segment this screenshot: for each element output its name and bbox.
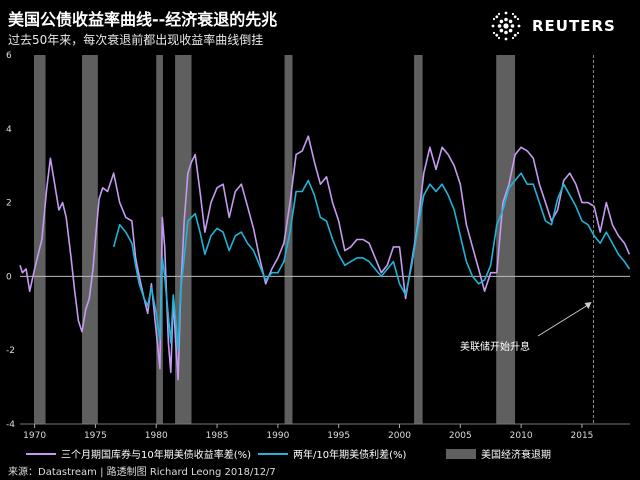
y-tick-label: -2: [6, 346, 15, 356]
y-tick-label: -4: [6, 420, 15, 430]
x-tick-label: 1975: [84, 431, 107, 441]
chart-axes: -4 -2 0 2 4 6 1970 1975 1980 1985 1990 1995 2000 2005…: [6, 51, 630, 441]
brand-name: REUTERS: [532, 17, 616, 35]
annotation-label: 美联储开始升息: [460, 340, 530, 353]
source-note: 来源：Datastream | 路透制图 Richard Leong 2018/…: [8, 467, 276, 478]
x-tick-label: 1980: [145, 431, 168, 441]
annotation-arrowhead: [584, 302, 592, 309]
x-tick-label: 1990: [266, 431, 289, 441]
y-tick-label: 0: [6, 272, 12, 282]
legend-item-recession: 美国经济衰退期: [446, 446, 551, 461]
chart-annotation: 美联储开始升息: [460, 55, 595, 424]
recession-band-6: [496, 55, 516, 424]
recession-band-1: [82, 55, 98, 424]
y-tick-label: 6: [6, 51, 12, 61]
series-lines: [19, 135, 631, 381]
x-tick-label: 1970: [23, 431, 46, 441]
legend-swatch-series1: [26, 452, 56, 455]
y-tick-label: 2: [6, 199, 12, 209]
chart-subtitle: 过去50年来，每次衰退前都出现收益率曲线倒挂: [8, 33, 264, 47]
annotation-arrow: [537, 303, 590, 337]
legend-item-series1: 三个月期国库券与10年期美债收益率差(%): [26, 446, 251, 461]
recession-band-2: [156, 55, 163, 424]
x-tick-label: 2010: [510, 431, 533, 441]
x-tick-label: 1985: [206, 431, 229, 441]
recession-bands: [33, 55, 516, 424]
series-line-2: [112, 172, 631, 352]
reuters-logo: REUTERS: [488, 8, 616, 44]
chart-title: 美国公债收益率曲线--经济衰退的先兆: [8, 10, 278, 29]
y-tick-label: 4: [6, 125, 12, 135]
legend-swatch-recession: [446, 448, 476, 459]
reuters-logo-icon: [491, 11, 521, 41]
recession-band-0: [33, 55, 46, 424]
legend-swatch-series2: [258, 452, 288, 455]
legend-label-recession: 美国经济衰退期: [481, 450, 551, 461]
legend-label-series1: 三个月期国库券与10年期美债收益率差(%): [61, 450, 252, 461]
series-line-1: [19, 135, 631, 381]
recession-band-5: [414, 55, 423, 424]
x-tick-label: 2000: [388, 431, 411, 441]
legend-label-series2: 两年/10年期美债利差(%): [293, 450, 407, 461]
legend-item-series2: 两年/10年期美债利差(%): [258, 446, 406, 461]
x-tick-label: 2015: [571, 431, 594, 441]
x-tick-label: 1995: [327, 431, 350, 441]
x-tick-label: 2005: [449, 431, 472, 441]
